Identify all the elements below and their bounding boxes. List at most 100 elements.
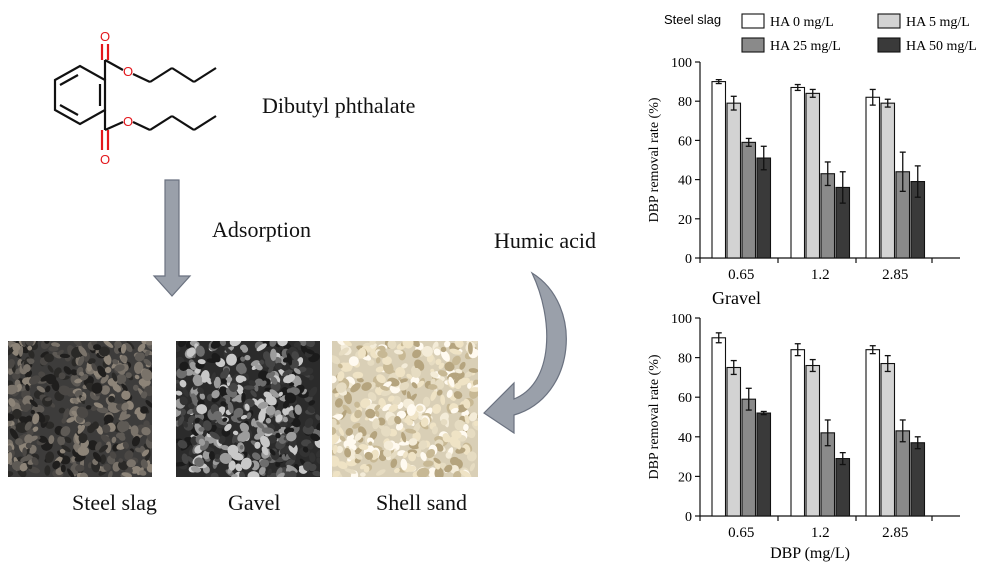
particle bbox=[29, 375, 41, 385]
particle bbox=[364, 451, 374, 460]
particle bbox=[406, 373, 413, 379]
particle bbox=[141, 449, 150, 457]
particle bbox=[469, 412, 478, 422]
particle bbox=[336, 382, 347, 393]
particle bbox=[368, 441, 373, 446]
particle bbox=[434, 467, 444, 477]
particle bbox=[210, 341, 222, 349]
particle bbox=[224, 423, 232, 432]
particle bbox=[402, 341, 414, 349]
particle bbox=[182, 420, 188, 428]
particle bbox=[342, 404, 352, 415]
y-tick-label: 80 bbox=[678, 352, 692, 367]
particle bbox=[360, 398, 371, 409]
particle bbox=[103, 353, 112, 365]
particle bbox=[116, 373, 127, 385]
particle bbox=[400, 458, 408, 471]
particle bbox=[8, 413, 15, 421]
particle bbox=[269, 389, 279, 398]
particle bbox=[211, 352, 221, 363]
particle bbox=[32, 413, 40, 425]
particle bbox=[383, 440, 394, 450]
particle bbox=[446, 389, 453, 398]
particle bbox=[23, 364, 31, 373]
bar bbox=[711, 337, 727, 517]
x-tick-label: 2.85 bbox=[882, 525, 908, 541]
particle bbox=[343, 341, 352, 347]
particle bbox=[455, 447, 466, 454]
particle bbox=[462, 444, 471, 455]
particle bbox=[36, 385, 46, 393]
particle bbox=[338, 426, 345, 436]
particle bbox=[250, 390, 257, 398]
particle bbox=[246, 412, 252, 420]
particle bbox=[225, 376, 233, 383]
particle bbox=[314, 439, 320, 449]
particle bbox=[103, 463, 111, 471]
particle bbox=[268, 366, 274, 373]
particle bbox=[77, 355, 85, 367]
process-step-label: Adsorption bbox=[212, 217, 311, 242]
particle bbox=[255, 364, 263, 371]
particle bbox=[239, 445, 244, 450]
particle bbox=[352, 371, 364, 379]
bar bbox=[790, 349, 806, 517]
particle bbox=[45, 374, 57, 385]
particle bbox=[472, 379, 478, 387]
bar bbox=[865, 349, 881, 517]
particle bbox=[269, 448, 276, 456]
particle bbox=[412, 341, 420, 348]
particle bbox=[45, 421, 55, 429]
legend-label: HA 50 mg/L bbox=[906, 39, 977, 54]
particle bbox=[316, 422, 320, 431]
particle bbox=[102, 424, 111, 433]
particle bbox=[205, 472, 213, 477]
particle bbox=[177, 439, 188, 449]
particle bbox=[121, 421, 130, 431]
particle bbox=[58, 385, 71, 396]
particle bbox=[243, 385, 255, 390]
particle bbox=[401, 431, 407, 443]
particle bbox=[332, 435, 340, 445]
particle bbox=[179, 408, 187, 416]
particle bbox=[455, 368, 463, 374]
particle bbox=[248, 380, 256, 387]
particle bbox=[469, 463, 476, 472]
particle bbox=[60, 426, 71, 437]
particle bbox=[190, 466, 202, 473]
particle bbox=[25, 341, 34, 346]
particle bbox=[449, 348, 462, 355]
particle bbox=[411, 382, 418, 389]
particle bbox=[395, 422, 404, 431]
particle bbox=[454, 419, 466, 431]
particle bbox=[435, 358, 442, 366]
particle bbox=[436, 389, 443, 396]
particle bbox=[218, 386, 229, 397]
particle bbox=[388, 404, 399, 413]
particle bbox=[239, 471, 246, 477]
particle bbox=[191, 393, 198, 406]
particle bbox=[26, 358, 34, 364]
particle bbox=[210, 372, 216, 383]
particle bbox=[390, 450, 398, 459]
particle bbox=[455, 341, 464, 348]
bar bbox=[756, 157, 772, 259]
particle bbox=[270, 348, 277, 362]
particle bbox=[307, 442, 314, 450]
particle bbox=[28, 349, 35, 359]
particle bbox=[199, 393, 206, 400]
particle bbox=[223, 367, 230, 376]
particle bbox=[126, 459, 136, 468]
particle bbox=[293, 341, 301, 348]
legend-swatch bbox=[877, 13, 901, 29]
particle bbox=[186, 347, 196, 357]
particle bbox=[452, 355, 461, 366]
particle bbox=[134, 352, 146, 362]
particle bbox=[302, 424, 315, 435]
legend-panel-label: Steel slag bbox=[664, 12, 721, 27]
particle bbox=[464, 371, 473, 378]
y-tick-label: 40 bbox=[678, 174, 692, 189]
particle bbox=[70, 369, 78, 376]
particle bbox=[132, 384, 139, 391]
particle bbox=[302, 446, 309, 453]
